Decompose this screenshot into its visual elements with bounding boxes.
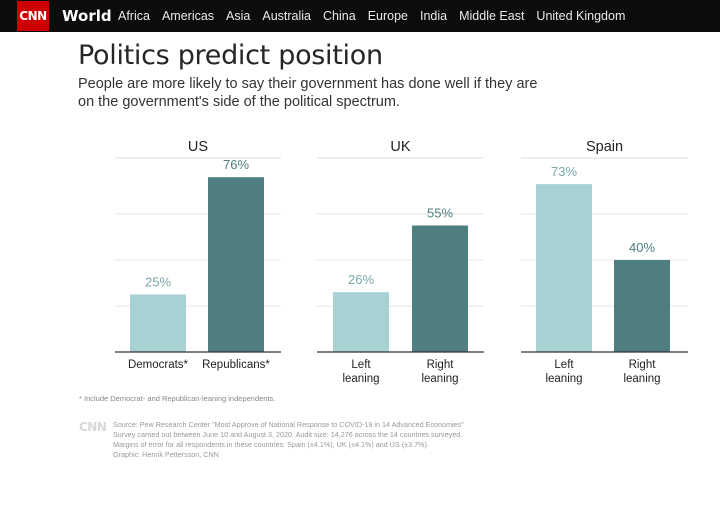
- panel-title: Spain: [586, 139, 623, 155]
- panel-title: US: [188, 139, 208, 155]
- category-label: Left: [351, 359, 371, 371]
- bar-value-label: 76%: [223, 157, 249, 172]
- nav-item-americas[interactable]: Americas: [161, 9, 215, 23]
- chart-title: Politics predict position: [78, 40, 383, 71]
- source-line: Survey carried out between June 10 and A…: [113, 430, 463, 439]
- category-label: Democrats*: [128, 359, 189, 371]
- nav-item-australia[interactable]: Australia: [262, 9, 312, 23]
- nav-item-india[interactable]: India: [420, 9, 448, 23]
- source-notes: Source: Pew Research Center "Most Approv…: [113, 420, 553, 460]
- category-label: Right: [629, 359, 657, 371]
- nav-item-africa[interactable]: Africa: [118, 9, 150, 23]
- category-label: Right: [427, 359, 455, 371]
- bar: [614, 260, 670, 352]
- cnn-logo[interactable]: CNN: [17, 1, 49, 31]
- nav-item-europe[interactable]: Europe: [367, 9, 408, 23]
- source-line: Graphic: Henrik Pettersson, CNN: [113, 450, 219, 459]
- bar: [412, 225, 468, 352]
- source-line: Margins of error for all respondents in …: [113, 440, 429, 449]
- nav-item-middle-east[interactable]: Middle East: [459, 9, 525, 23]
- region-nav: Africa Americas Asia Australia China Eur…: [118, 9, 637, 23]
- top-nav-bar: CNN World Africa Americas Asia Australia…: [0, 0, 720, 32]
- bar: [536, 184, 592, 352]
- bar: [130, 294, 186, 352]
- bar-value-label: 55%: [427, 206, 453, 221]
- bar-value-label: 73%: [551, 164, 577, 179]
- category-label: leaning: [342, 373, 379, 385]
- category-label: leaning: [545, 373, 582, 385]
- bar-value-label: 26%: [348, 272, 374, 287]
- footnote: * Include Democrat- and Republican-leani…: [79, 394, 276, 403]
- source-cnn-logo: CNN: [79, 420, 107, 434]
- bar: [333, 292, 389, 352]
- panel-title: UK: [390, 139, 410, 155]
- section-title-world[interactable]: World: [62, 7, 112, 25]
- category-label: leaning: [421, 373, 458, 385]
- category-label: leaning: [623, 373, 660, 385]
- nav-item-united-kingdom[interactable]: United Kingdom: [536, 9, 626, 23]
- nav-item-china[interactable]: China: [323, 9, 356, 23]
- category-label: Republicans*: [202, 359, 270, 371]
- nav-item-asia[interactable]: Asia: [226, 9, 251, 23]
- category-label: Left: [554, 359, 574, 371]
- bar: [208, 177, 264, 352]
- chart-subtitle: People are more likely to say their gove…: [78, 76, 538, 110]
- bar-value-label: 40%: [629, 240, 655, 255]
- source-line: Source: Pew Research Center "Most Approv…: [113, 420, 464, 429]
- bar-value-label: 25%: [145, 275, 171, 290]
